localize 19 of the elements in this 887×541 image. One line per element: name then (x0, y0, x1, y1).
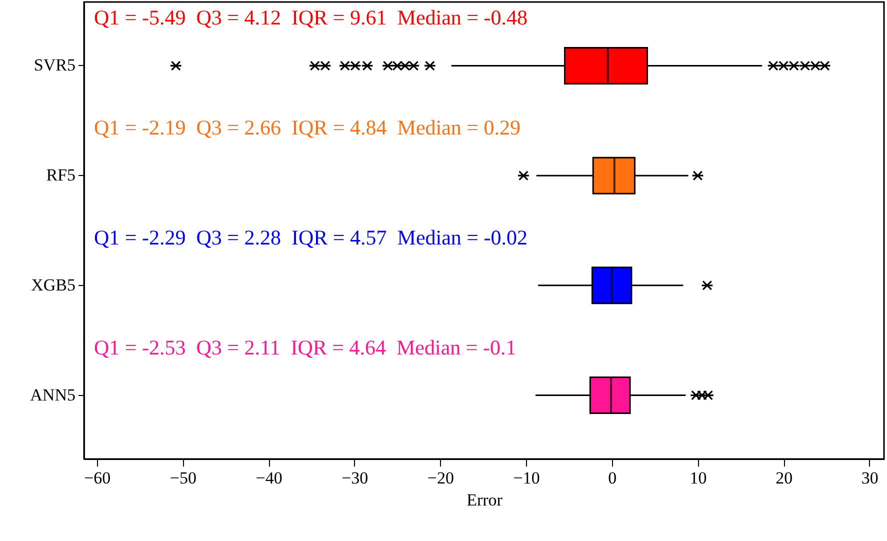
annotation: Q1 = -5.49 Q3 = 4.12 IQR = 9.61 Median = -0.48 (94, 6, 528, 30)
x-tick-label: 30 (861, 468, 878, 488)
x-tick-label: 20 (776, 468, 793, 488)
x-tick-label: 10 (690, 468, 707, 488)
x-tick-label: −50 (170, 468, 197, 488)
x-tick-label: −40 (256, 468, 282, 488)
x-tick-label: −20 (427, 468, 454, 488)
x-tick-label: −60 (84, 468, 111, 488)
y-tick-label: SVR5 (34, 56, 76, 75)
x-tick-label: 0 (608, 468, 617, 488)
x-tick-label: −10 (513, 468, 540, 488)
annotation: Q1 = -2.29 Q3 = 2.28 IQR = 4.57 Median = -0.02 (94, 225, 528, 250)
x-tick-label: −30 (342, 468, 368, 488)
annotation: Q1 = -2.53 Q3 = 2.11 IQR = 4.64 Median = -0.1 (94, 335, 516, 360)
x-axis-title: Error (466, 490, 503, 510)
y-tick-label: RF5 (46, 166, 76, 185)
annotation: Q1 = -2.19 Q3 = 2.66 IQR = 4.84 Median = 0.29 (94, 116, 521, 140)
y-tick-label: ANN5 (30, 385, 76, 404)
y-tick-label: XGB5 (31, 275, 76, 294)
